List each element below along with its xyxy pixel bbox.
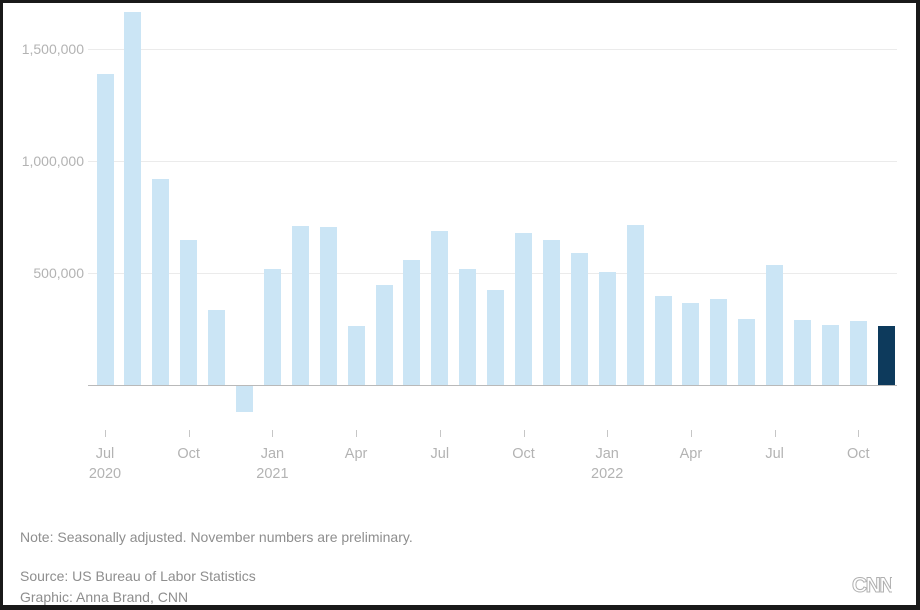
x-axis-label: Jan 2022 <box>591 446 624 482</box>
bar-apr-2022 <box>682 302 700 385</box>
x-axis-label: Oct <box>847 446 870 462</box>
x-axis-label: Apr <box>679 446 703 462</box>
y-axis-label: 1,000,000 <box>21 153 84 169</box>
bar-mar-2022 <box>654 295 672 385</box>
x-tick-mark <box>105 430 106 437</box>
bar-oct-2020 <box>180 240 198 385</box>
x-axis-label: Jan 2021 <box>256 446 289 482</box>
bar-aug-2021 <box>459 269 477 385</box>
x-tick-mark <box>523 430 525 437</box>
cnn-logo-text: CNN <box>852 574 892 597</box>
bar-oct-2021 <box>515 233 532 385</box>
bar-feb-2022 <box>626 225 644 385</box>
bar-jan-2021 <box>263 268 281 385</box>
bar-jul-2021 <box>431 230 449 385</box>
x-axis-label: Oct <box>512 446 535 462</box>
bar-sep-2020 <box>152 179 170 385</box>
note-text: Note: Seasonally adjusted. November numb… <box>20 529 413 545</box>
x-tick-mark <box>188 430 190 437</box>
bar-may-2022 <box>710 298 728 385</box>
x-axis-label: Oct <box>177 446 200 462</box>
x-tick-mark <box>690 430 692 437</box>
bar-apr-2021 <box>347 326 365 385</box>
x-axis-label: Jul <box>765 446 784 462</box>
x-axis-label: Apr <box>344 446 368 462</box>
bar-jan-2022 <box>598 272 616 385</box>
x-axis-line <box>88 385 897 386</box>
bar-jun-2021 <box>403 260 421 385</box>
bar-nov-2021 <box>542 240 560 385</box>
bar-jul-2020 <box>96 74 114 385</box>
bar-aug-2022 <box>794 319 811 385</box>
cnn-logo-icon: CNN <box>852 574 896 598</box>
gridline-500000 <box>88 273 897 274</box>
x-tick-mark <box>774 430 776 437</box>
x-axis-label: Jul <box>430 446 450 462</box>
x-axis-label: Jul 2020 <box>88 446 122 482</box>
bar-nov-2022 <box>877 326 895 385</box>
bar-dec-2020 <box>236 386 253 412</box>
y-axis-label: 500,000 <box>33 265 84 281</box>
y-axis-label: 1,500,000 <box>21 41 84 57</box>
x-tick-mark <box>439 430 441 437</box>
bar-jun-2022 <box>738 319 756 385</box>
bar-sep-2022 <box>821 324 839 385</box>
x-tick-mark <box>356 430 358 437</box>
gridline-1000000 <box>88 161 897 162</box>
bar-feb-2021 <box>291 226 309 385</box>
bar-oct-2022 <box>849 321 867 385</box>
x-tick-mark <box>607 430 609 437</box>
bar-jul-2022 <box>766 264 784 385</box>
cnn-logo: CNN <box>852 572 896 598</box>
bar-nov-2020 <box>208 310 226 385</box>
bar-dec-2021 <box>570 253 588 385</box>
source-text: Source: US Bureau of Labor Statistics <box>20 568 256 584</box>
bar-mar-2021 <box>319 227 337 385</box>
bar-may-2021 <box>375 284 393 385</box>
bar-sep-2021 <box>487 290 505 385</box>
gridline-1500000 <box>88 49 897 50</box>
credit-text: Graphic: Anna Brand, CNN <box>20 589 189 605</box>
x-tick-mark <box>272 430 274 437</box>
bar-aug-2020 <box>124 12 142 385</box>
x-tick-mark <box>858 430 860 437</box>
